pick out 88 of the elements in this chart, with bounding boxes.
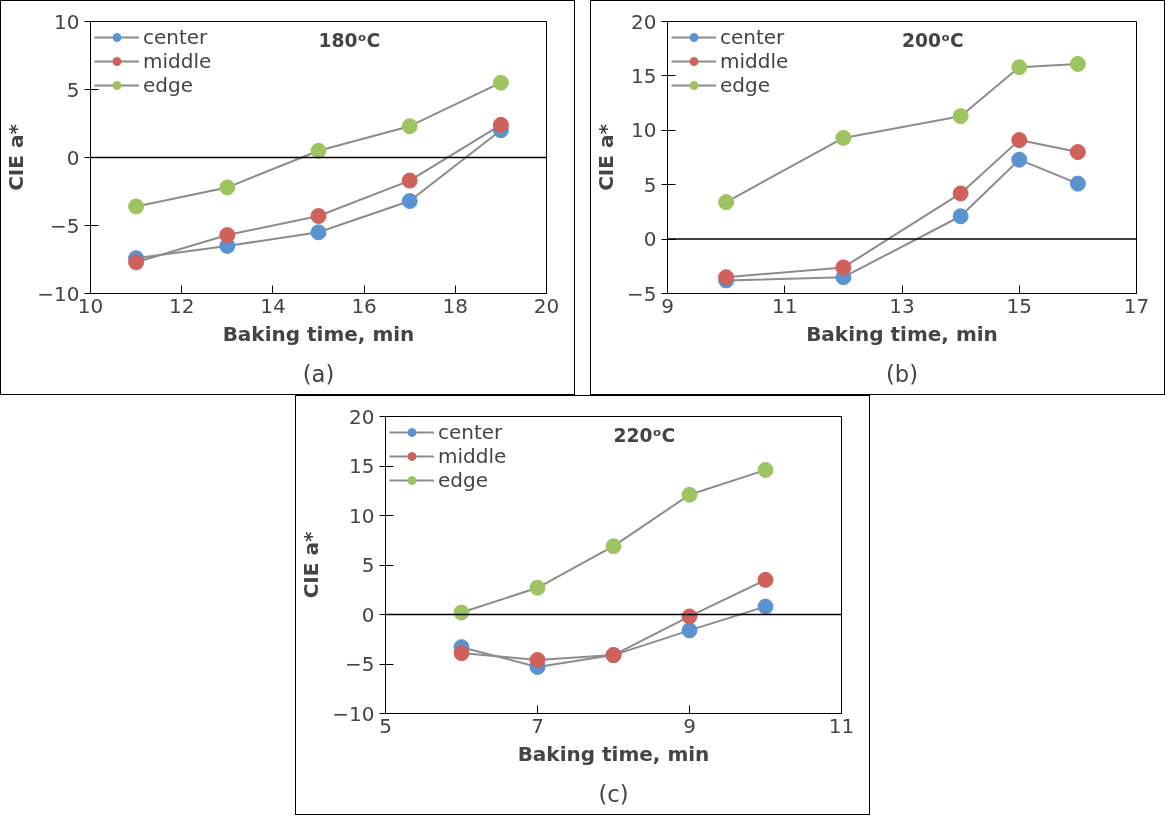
- x-tick-label: 9: [683, 713, 696, 738]
- point: [1069, 144, 1086, 161]
- point: [757, 598, 774, 615]
- point: [310, 224, 327, 241]
- chart-title: 200ᵒC: [902, 29, 964, 51]
- y-tick-label: 0: [66, 145, 80, 170]
- point: [219, 179, 236, 196]
- y-tick-label: −5: [345, 652, 375, 676]
- point: [952, 108, 969, 125]
- point: [952, 208, 969, 225]
- legend-label: middle: [720, 49, 789, 73]
- point: [718, 194, 735, 211]
- point: [952, 185, 969, 202]
- y-axis-title: CIE a*: [299, 531, 324, 599]
- x-tick-label: 11: [828, 713, 855, 738]
- x-tick-label: 15: [1006, 293, 1032, 318]
- point: [529, 652, 546, 669]
- text: (b): [885, 360, 919, 387]
- y-tick-label: 5: [643, 172, 657, 197]
- point: [453, 604, 470, 621]
- point: [310, 142, 327, 159]
- point: [529, 579, 546, 596]
- x-tick-label: 12: [168, 293, 195, 318]
- point: [310, 207, 327, 224]
- point: [1011, 132, 1028, 149]
- y-tick-label: −10: [332, 701, 375, 726]
- point: [681, 608, 698, 625]
- point: [1011, 151, 1028, 168]
- point: [492, 116, 509, 133]
- x-tick-label: 18: [442, 293, 469, 318]
- point: [1011, 59, 1028, 76]
- y-axis-title: CIE a*: [4, 123, 29, 191]
- x-tick-label: 16: [351, 293, 377, 318]
- y-tick-label: −5: [627, 281, 657, 306]
- x-tick-label: 7: [531, 713, 544, 738]
- point: [128, 198, 145, 215]
- x-tick-label: 13: [889, 293, 915, 318]
- point: [835, 259, 852, 276]
- x-tick-label: 11: [772, 293, 798, 318]
- x-axis-title: Baking time, min: [806, 321, 998, 346]
- y-tick-label: 5: [66, 77, 80, 102]
- chart-title: 220ᵒC: [613, 424, 676, 446]
- point: [401, 172, 418, 189]
- legend-label: center: [720, 25, 785, 49]
- point: [757, 571, 774, 588]
- legend-label: edge: [143, 73, 193, 97]
- x-tick-label: 5: [379, 713, 392, 738]
- x-tick-label: 14: [260, 293, 286, 318]
- chart-title: 180ᵒC: [318, 29, 381, 51]
- y-axis-title: CIE a*: [594, 123, 619, 191]
- point: [1069, 55, 1086, 72]
- point: [401, 193, 418, 210]
- x-axis-title: Baking time, min: [517, 741, 710, 766]
- legend-label: middle: [143, 49, 212, 73]
- y-tick-label: 20: [631, 9, 657, 34]
- point: [835, 129, 852, 146]
- x-tick-label: 9: [661, 293, 674, 318]
- x-tick-label: 17: [1123, 293, 1150, 318]
- x-tick-label: 20: [533, 293, 560, 318]
- y-tick-label: 10: [54, 9, 80, 34]
- y-tick-label: 10: [631, 118, 657, 143]
- legend-label: edge: [438, 468, 488, 492]
- point: [401, 118, 418, 135]
- legend-label: center: [438, 420, 503, 444]
- point: [681, 486, 698, 503]
- x-axis-title: Baking time, min: [222, 321, 415, 346]
- point: [757, 461, 774, 478]
- point: [681, 622, 698, 639]
- point: [128, 254, 145, 271]
- y-tick-label: 15: [631, 63, 657, 88]
- point: [492, 74, 509, 91]
- legend-label: edge: [720, 73, 770, 97]
- y-tick-label: 0: [643, 227, 657, 252]
- y-tick-label: 20: [349, 404, 375, 429]
- point: [453, 645, 470, 662]
- point: [1069, 175, 1086, 192]
- y-tick-label: 0: [361, 602, 375, 627]
- point: [219, 227, 236, 244]
- point: [605, 538, 622, 555]
- y-tick-label: 10: [349, 503, 375, 528]
- text: (a): [302, 360, 335, 387]
- y-tick-label: 15: [349, 454, 375, 478]
- y-tick-label: −10: [37, 281, 80, 306]
- y-tick-label: 5: [361, 553, 375, 577]
- text: (c): [598, 780, 629, 807]
- y-tick-label: −5: [50, 213, 80, 238]
- legend-label: middle: [438, 444, 507, 468]
- legend-label: center: [143, 25, 208, 49]
